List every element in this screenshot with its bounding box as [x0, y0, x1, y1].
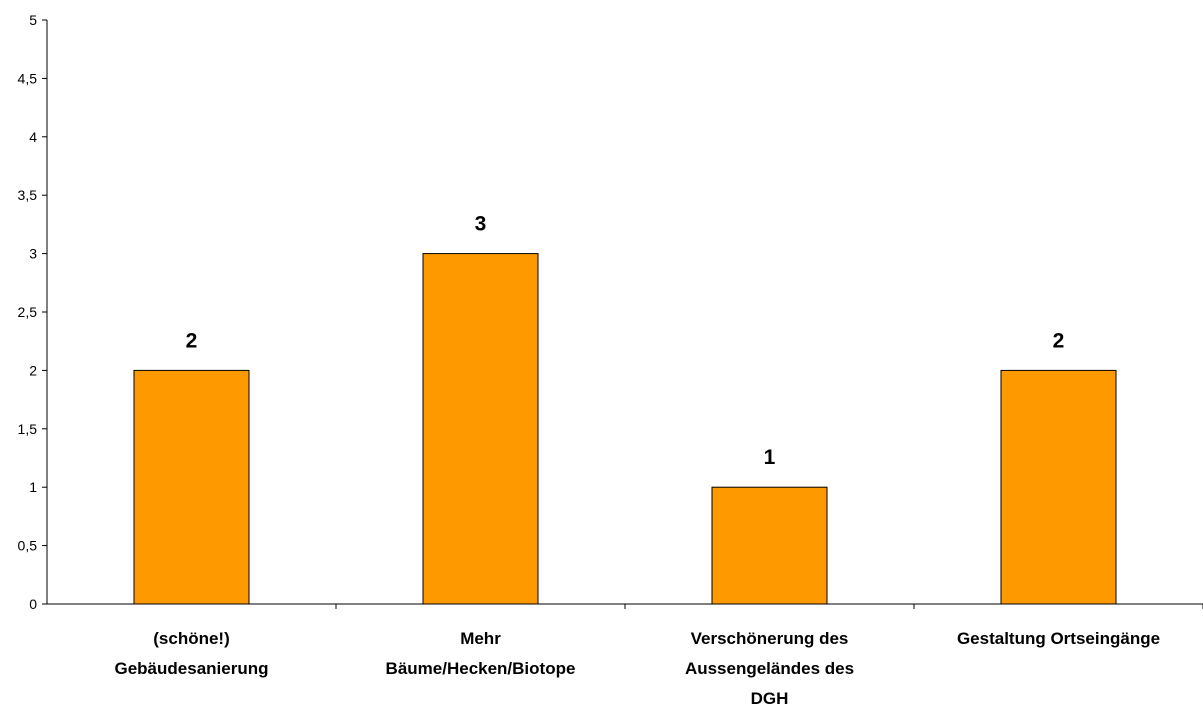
- y-tick-label: 2: [29, 362, 37, 378]
- y-tick-label: 3: [29, 246, 37, 262]
- y-tick-label: 4: [29, 129, 37, 145]
- y-tick-label: 4,5: [18, 70, 38, 86]
- x-axis: [47, 603, 1203, 609]
- y-axis: 0 0,5 1 1,5 2 2,5 3 3,5 4 4,5 5: [18, 12, 48, 612]
- y-tick-label: 5: [29, 12, 37, 28]
- data-label: 2: [186, 329, 198, 352]
- category-label-line: Gebäudesanierung: [115, 659, 269, 678]
- y-tick-label: 3,5: [18, 187, 38, 203]
- y-tick-label: 0: [29, 596, 37, 612]
- data-labels: 2 3 1 2: [186, 213, 1065, 470]
- category-label: Verschönerung des Aussengeländes des DGH: [685, 629, 854, 708]
- category-label-line: Aussengeländes des: [685, 659, 854, 678]
- bar: [711, 486, 828, 605]
- category-label-line: Verschönerung des: [691, 629, 849, 648]
- category-label-line: Mehr: [460, 629, 501, 648]
- category-label-line: (schöne!): [153, 629, 230, 648]
- category-label: Gestaltung Ortseingänge: [957, 629, 1160, 648]
- category-label: (schöne!) Gebäudesanierung: [115, 629, 269, 678]
- y-tick-label: 2,5: [18, 304, 38, 320]
- y-tick-label: 1,5: [18, 421, 38, 437]
- category-labels: (schöne!) Gebäudesanierung Mehr Bäume/Hecke…: [115, 629, 1161, 708]
- category-label: Mehr Bäume/Hecken/Biotope: [386, 629, 576, 678]
- category-label-line: Bäume/Hecken/Biotope: [386, 659, 576, 678]
- bar: [422, 253, 539, 605]
- data-label: 2: [1053, 329, 1065, 352]
- y-tick-label: 1: [29, 479, 37, 495]
- data-label: 3: [475, 213, 487, 236]
- bars: [133, 253, 1117, 605]
- data-label: 1: [764, 446, 776, 469]
- bar: [133, 369, 250, 605]
- category-label-line: Gestaltung Ortseingänge: [957, 629, 1160, 648]
- category-label-line: DGH: [751, 689, 789, 708]
- bar: [1000, 369, 1117, 605]
- y-tick-label: 0,5: [18, 538, 38, 554]
